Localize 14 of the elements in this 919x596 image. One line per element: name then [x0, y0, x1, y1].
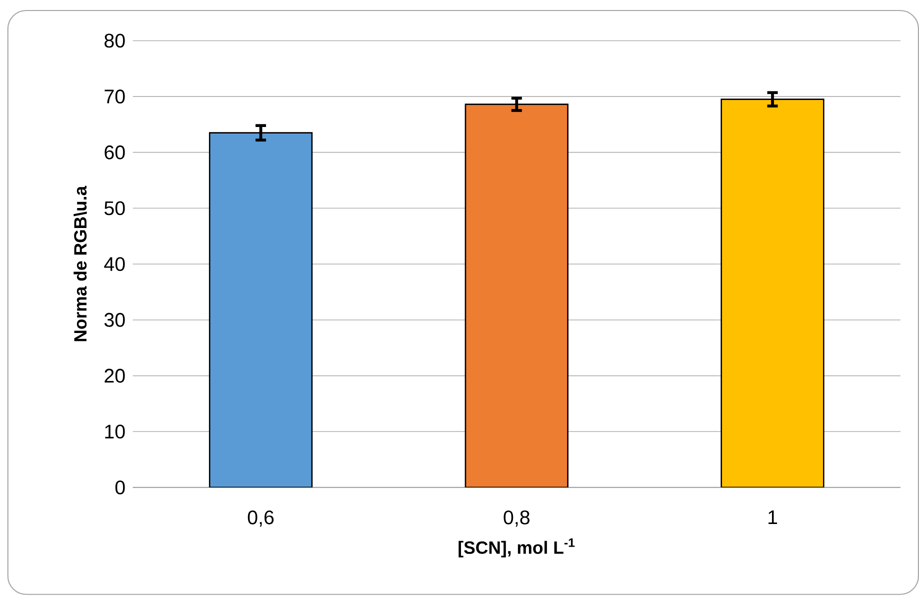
y-tick-label: 30 [104, 313, 125, 328]
y-axis-title: Norma de RGB\u.a [74, 186, 87, 342]
y-tick-label: 70 [104, 90, 125, 104]
x-tick-label: 0,6 [248, 510, 274, 527]
x-tick-label: 0,8 [504, 510, 530, 527]
y-tick-label: 60 [104, 146, 125, 160]
y-tick-label: 10 [105, 424, 125, 439]
y-tick-label: 40 [104, 257, 125, 272]
text: [SCN], mol L$^{-1}$ [458, 538, 575, 558]
y-tick-label: 80 [104, 34, 125, 48]
y-tick-label: 20 [104, 368, 125, 383]
x-tick-label: 1 [768, 510, 778, 524]
y-tick-label: 0 [115, 480, 125, 495]
y-tick-label: 50 [104, 201, 125, 216]
